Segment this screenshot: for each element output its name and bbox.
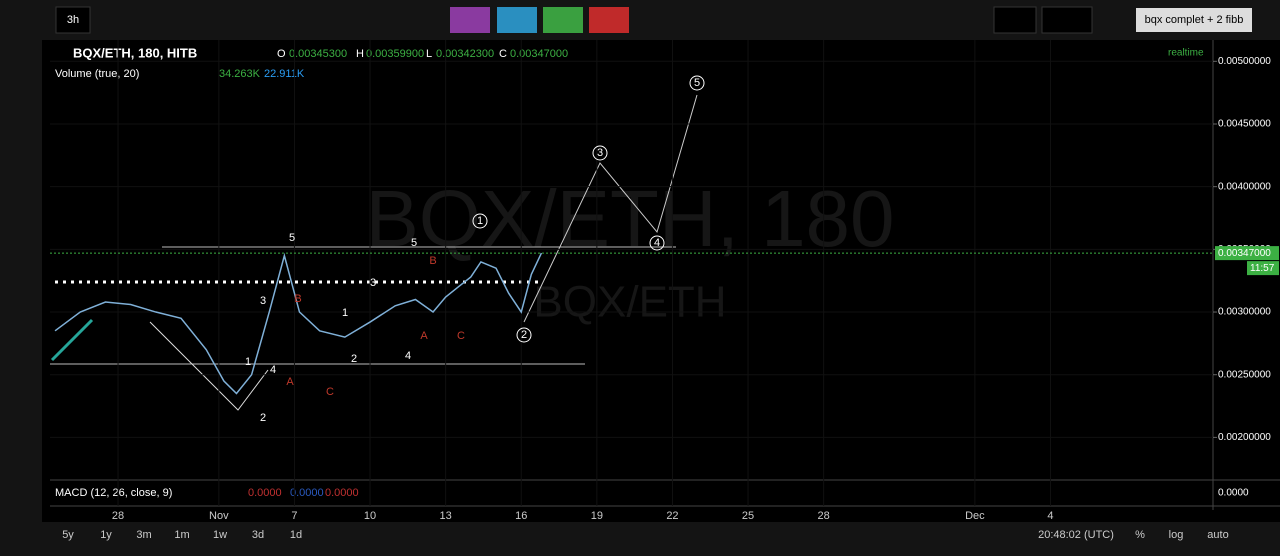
watermark: BQX/ETH, 180 — [365, 174, 894, 263]
interval-button[interactable] — [55, 6, 91, 34]
bottom-toolbar — [0, 522, 1280, 556]
y-tick-label: 0.00250000 — [1218, 369, 1271, 380]
range-button[interactable]: 1m — [174, 529, 189, 541]
ohlc-label: L — [426, 48, 432, 60]
macd-value: 0.0000 — [290, 487, 324, 499]
wave-label: 4 — [270, 364, 276, 376]
x-tick-label: 16 — [515, 510, 527, 522]
range-button[interactable]: 5y — [62, 529, 74, 541]
wave-label: 5 — [411, 237, 417, 249]
x-tick-label: Nov — [209, 510, 229, 522]
volume-value: 34.263K — [219, 68, 261, 80]
wave-circle — [689, 75, 705, 91]
x-tick-label: 4 — [1047, 510, 1053, 522]
x-tick-label: Dec — [965, 510, 985, 522]
range-button[interactable]: 1w — [213, 529, 227, 541]
macd-axis: 0.0000 — [1218, 488, 1249, 499]
x-tick-label: 22 — [666, 510, 678, 522]
wave-label: 3 — [260, 295, 266, 307]
x-tick-label: 7 — [291, 510, 297, 522]
left-toolbar — [0, 40, 42, 556]
wave-label: 1 — [245, 356, 251, 368]
range-button[interactable]: 3m — [136, 529, 151, 541]
last-price: 0.00347000 — [1218, 248, 1271, 259]
price-line — [54, 252, 543, 395]
macd-value: 0.0000 — [325, 487, 359, 499]
auto-toggle[interactable]: auto — [1207, 529, 1228, 541]
y-tick-label: 0.00200000 — [1218, 432, 1271, 443]
wave-label: 3 — [597, 147, 603, 159]
wave-label: 3 — [370, 277, 376, 289]
y-tick-label: 0.00400000 — [1218, 181, 1271, 192]
range-button[interactable]: 1d — [290, 529, 302, 541]
wave-label: C — [326, 386, 334, 398]
tool-button[interactable] — [497, 7, 537, 33]
countdown-box — [1247, 261, 1279, 276]
tool-button[interactable] — [450, 7, 490, 33]
y-tick-label: 0.00300000 — [1218, 307, 1271, 318]
wave-label: 5 — [289, 232, 295, 244]
x-tick-label: 28 — [112, 510, 124, 522]
range-button[interactable]: 1y — [100, 529, 112, 541]
volume-value: 22.911K — [264, 68, 305, 80]
x-tick-label: 28 — [818, 510, 830, 522]
wave-label: 2 — [351, 353, 357, 365]
wave-circle — [472, 213, 488, 229]
wave-label: 2 — [521, 329, 527, 341]
wave-projection — [523, 94, 698, 323]
x-tick-label: 10 — [364, 510, 376, 522]
ohlc-value: 0.00359900 — [366, 48, 424, 60]
tool-button[interactable] — [589, 7, 629, 33]
range-button[interactable]: 3d — [252, 529, 264, 541]
wave-circle — [649, 235, 665, 251]
interval[interactable]: 3h — [67, 14, 79, 26]
watermark-sub: BQX/ETH — [533, 278, 726, 327]
x-tick-label: 13 — [440, 510, 452, 522]
macd-value: 0.0000 — [248, 487, 282, 499]
percent-toggle[interactable]: % — [1135, 529, 1145, 541]
symbol: BQX/ETH, 180, HITB — [73, 45, 197, 60]
wave-label: 4 — [654, 237, 660, 249]
trend-line — [50, 318, 94, 362]
wave-circle — [516, 327, 532, 343]
last-price-box — [1215, 246, 1279, 261]
macd-title: MACD (12, 26, close, 9) — [55, 487, 172, 499]
wave-label: A — [286, 376, 294, 388]
ohlc-label: C — [499, 48, 507, 60]
trend-line — [149, 321, 269, 411]
x-tick-label: 19 — [591, 510, 603, 522]
log-toggle[interactable]: log — [1169, 529, 1184, 541]
wave-label: B — [429, 255, 436, 267]
ohlc-label: H — [356, 48, 364, 60]
snapshot-button[interactable] — [993, 6, 1037, 34]
ohlc-value: 0.00342300 — [436, 48, 494, 60]
wave-label: 5 — [694, 77, 700, 89]
clock: 20:48:02 (UTC) — [1038, 529, 1114, 541]
layout-name-text[interactable]: bqx complet + 2 fibb — [1145, 14, 1244, 26]
x-tick-label: 25 — [742, 510, 754, 522]
wave-circle — [592, 145, 608, 161]
y-tick-label: 0.00450000 — [1218, 119, 1271, 130]
wave-label: A — [420, 330, 428, 342]
wave-label: 2 — [260, 412, 266, 424]
wave-label: B — [294, 293, 301, 305]
tool-button[interactable] — [543, 7, 583, 33]
load-button[interactable] — [1041, 6, 1093, 34]
wave-label: 1 — [342, 307, 348, 319]
layout-name[interactable] — [1136, 8, 1252, 32]
ohlc-label: O — [277, 48, 286, 60]
wave-label: 1 — [477, 215, 483, 227]
y-tick-label: 0.00500000 — [1218, 56, 1271, 67]
volume-title: Volume (true, 20) — [55, 68, 139, 80]
ohlc-value: 0.00347000 — [510, 48, 568, 60]
ohlc-value: 0.00345300 — [289, 48, 347, 60]
realtime: realtime — [1168, 48, 1204, 59]
countdown: 11:57 — [1250, 263, 1275, 274]
wave-label: C — [457, 330, 465, 342]
wave-label: 4 — [405, 350, 411, 362]
